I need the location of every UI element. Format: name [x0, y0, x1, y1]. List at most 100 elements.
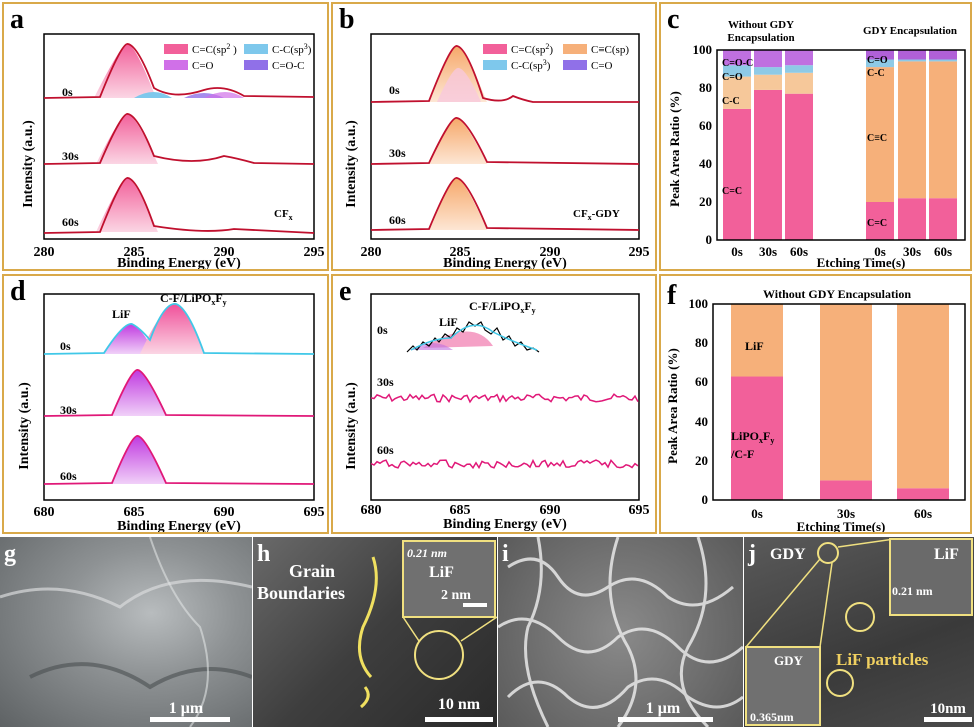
bar-segment	[731, 304, 783, 377]
time-label-30s: 30s	[389, 146, 406, 160]
panel-h-image: h Grain Boundaries 0.21 nm LiF 2 nm 10 n…	[257, 540, 497, 722]
legend-entry: C=O-C	[272, 60, 304, 72]
bar-segment-label: C-C	[722, 96, 740, 107]
grain-boundary-line	[360, 686, 370, 709]
inset-connector	[819, 562, 833, 648]
group-header-left-2: Encapsulation	[727, 32, 794, 44]
plot-frame	[43, 293, 315, 501]
x-axis-label: Binding Energy (eV)	[443, 517, 567, 532]
lif-particle-circle	[826, 669, 854, 697]
bar-segment	[785, 50, 813, 66]
legend-entry: C-C(sp3)	[511, 58, 551, 72]
panel-letter: e	[339, 276, 351, 307]
bar-segment	[866, 202, 894, 240]
spectrum-60s	[370, 458, 639, 470]
peak-cc-sp2-60s	[96, 177, 158, 232]
legend-entry: C=C(sp2 )	[192, 42, 237, 56]
group-header-left: Without GDY	[728, 19, 794, 31]
y-tick: 0	[706, 232, 713, 247]
grain-boundary-line	[357, 556, 378, 679]
spectrum-60s	[43, 435, 315, 485]
y-tick: 20	[695, 453, 708, 468]
bar-segment-label: C=O	[722, 72, 743, 83]
plot-frame	[370, 293, 640, 501]
gdy-inset	[745, 646, 821, 726]
legend-swatch	[483, 60, 507, 70]
x-tick: 290	[540, 245, 561, 260]
legend-entry: C=O	[192, 60, 214, 72]
panel-d: d Intensity (a.u.) 0s 30s 60s LiF C-F/Li…	[2, 274, 329, 534]
x-axis-label: Etching Time(s)	[797, 519, 886, 532]
panel-f: f Without GDY Encapsulation Peak Area Ra…	[659, 274, 972, 534]
spectrum-60s	[43, 177, 315, 234]
panel-f-chart: f Without GDY Encapsulation Peak Area Ra…	[665, 280, 966, 534]
inset-region-circle	[414, 630, 464, 680]
panel-d-plot: d Intensity (a.u.) 0s 30s 60s LiF C-F/Li…	[10, 276, 325, 534]
segment-label-cf: /C-F	[730, 447, 754, 461]
x-tick: 295	[304, 245, 325, 260]
spectrum-30s	[43, 113, 315, 165]
bar-segment	[929, 198, 957, 240]
legend-swatch	[244, 44, 268, 54]
spectrum-0s	[43, 303, 315, 355]
bar-segment	[723, 76, 751, 109]
time-label-0s: 0s	[389, 83, 400, 97]
x-tick: 295	[629, 245, 650, 260]
scale-label: 1 μm	[646, 700, 681, 717]
plot-frame	[370, 33, 640, 240]
scale-bar	[425, 717, 493, 722]
scale-bar	[150, 717, 230, 722]
plot-frame	[712, 303, 966, 501]
time-label-60s: 60s	[62, 215, 79, 229]
lif-particles-label: LiF particles	[836, 650, 929, 669]
x-tick: 60s	[934, 244, 952, 259]
bar-segment	[754, 50, 782, 68]
x-tick: 680	[361, 503, 382, 518]
scale-bar	[924, 717, 972, 722]
inset-material: LiF	[429, 564, 454, 581]
panel-a: a Intensity (a.u.) 0s 30s 60s CFx C=C(sp…	[2, 2, 329, 271]
y-tick: 20	[699, 194, 712, 209]
inset-d-spacing: 0.21 nm	[407, 546, 447, 560]
time-label-30s: 30s	[377, 375, 394, 389]
x-tick: 280	[361, 245, 382, 260]
x-tick: 0s	[751, 506, 763, 521]
inset-scale-bar	[463, 603, 487, 607]
bar-segment-label: C=C	[722, 186, 742, 197]
panel-j: j GDY LiF 0.21 nm LiF particles GDY 0.36…	[744, 537, 974, 727]
x-tick: 285	[124, 245, 145, 260]
x-tick: 285	[450, 245, 471, 260]
spectrum-30s	[43, 369, 315, 417]
panel-letter: j	[747, 541, 756, 567]
bar-segment	[866, 67, 894, 202]
panel-letter: c	[667, 4, 679, 35]
panel-c-chart: c Peak Area Ratio (%) Without GDY Encaps…	[667, 4, 966, 270]
bar-segment	[754, 89, 782, 241]
bar-segment-label: C=O	[867, 55, 888, 66]
panel-g: g 1 μm	[0, 537, 252, 727]
x-tick: 680	[34, 505, 55, 520]
x-tick: 690	[540, 503, 561, 518]
y-tick: 40	[699, 156, 712, 171]
sample-label: CFx-GDY	[573, 208, 620, 222]
peak-cc-sp2-30s	[96, 113, 158, 164]
x-tick: 0s	[731, 244, 743, 259]
y-axis-label: Intensity (a.u.)	[17, 382, 32, 470]
bar-segment	[897, 488, 949, 500]
spectrum-30s	[370, 393, 639, 404]
peak-co-0s	[204, 92, 244, 98]
segment-label-lif: LiF	[745, 339, 764, 353]
peak-csp-60s	[429, 177, 487, 230]
legend-swatch	[483, 44, 507, 54]
flake-network	[498, 537, 743, 727]
inset-d-spacing: 0.21 nm	[892, 584, 933, 598]
spectrum-60s	[370, 177, 640, 231]
time-label-60s: 60s	[60, 469, 77, 483]
time-label-60s: 60s	[389, 213, 406, 227]
peak-cf-0s	[423, 331, 493, 348]
x-axis-label: Binding Energy (eV)	[117, 256, 241, 269]
panel-e-plot: e Intensity (a.u.) 0s 30s 60s LiF C-F/Li…	[339, 276, 650, 532]
panel-letter: f	[667, 280, 677, 311]
bar-segment	[785, 72, 813, 94]
x-tick: 685	[450, 503, 471, 518]
